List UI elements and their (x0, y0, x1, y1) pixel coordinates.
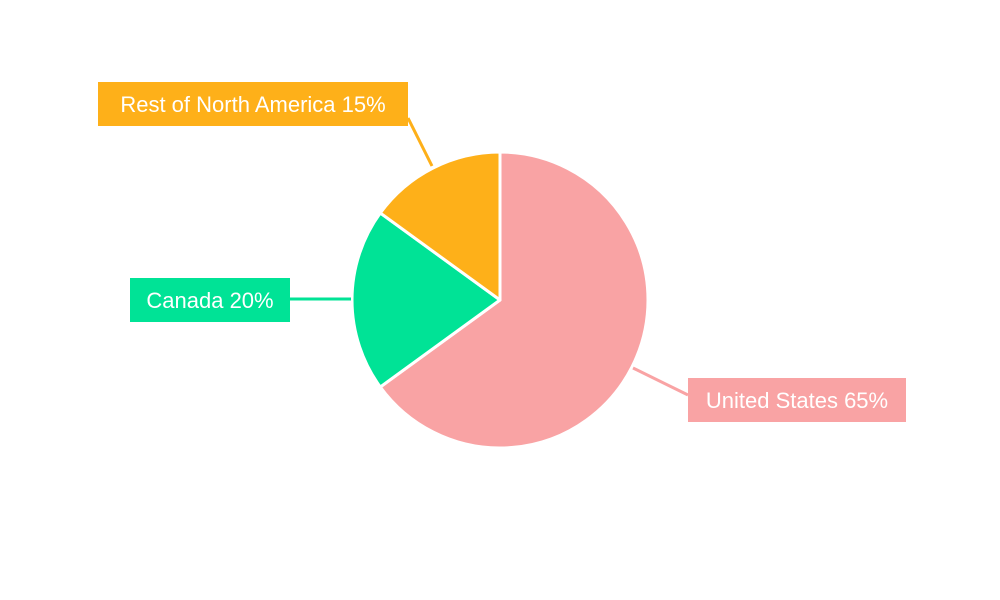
pie-slice-canada[interactable] (350, 211, 502, 389)
leader-line (632, 366, 689, 397)
leader-line (406, 117, 434, 167)
pie-slice-rest-of-north-america[interactable] (378, 150, 502, 302)
data-label-box (98, 82, 408, 126)
data-label-box (688, 378, 906, 422)
data-label: United States 65% (706, 388, 888, 413)
pie-slice-united-states[interactable] (378, 150, 650, 450)
data-label-box (130, 278, 290, 322)
data-label: Rest of North America 15% (120, 92, 385, 117)
data-label: Canada 20% (146, 288, 273, 313)
